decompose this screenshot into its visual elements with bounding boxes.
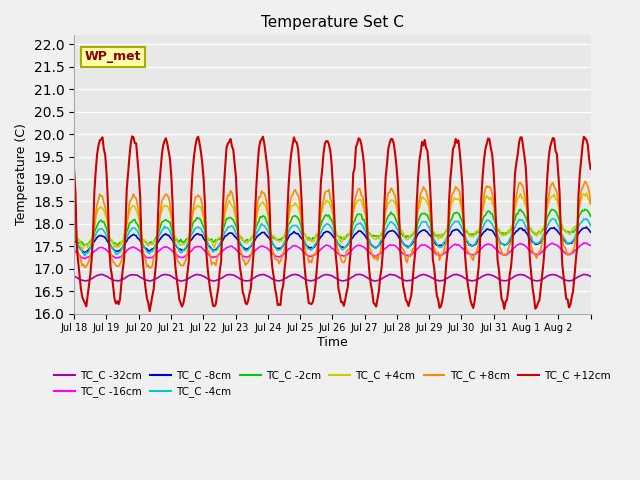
TC_C -8cm: [440, 240, 447, 246]
TC_C +8cm: [516, 180, 524, 185]
TC_C +12cm: [441, 279, 449, 285]
TC_C -4cm: [337, 246, 345, 252]
TC_C -16cm: [587, 243, 595, 249]
Legend: TC_C -32cm, TC_C -16cm, TC_C -8cm, TC_C -4cm, TC_C -2cm, TC_C +4cm, TC_C +8cm, T: TC_C -32cm, TC_C -16cm, TC_C -8cm, TC_C …: [50, 366, 615, 401]
TC_C -32cm: [70, 273, 78, 279]
TC_C -4cm: [89, 238, 97, 243]
TC_C -16cm: [70, 248, 78, 253]
Line: TC_C -2cm: TC_C -2cm: [74, 209, 591, 246]
TC_C -4cm: [516, 217, 524, 223]
TC_C +8cm: [70, 208, 78, 214]
Line: TC_C +8cm: TC_C +8cm: [74, 181, 591, 268]
TC_C -8cm: [106, 241, 113, 247]
TC_C -2cm: [516, 206, 524, 212]
TC_C -2cm: [88, 237, 95, 242]
TC_C -32cm: [177, 278, 184, 284]
TC_C -8cm: [70, 238, 78, 243]
TC_C -2cm: [586, 210, 593, 216]
TC_C -32cm: [440, 277, 447, 283]
TC_C -8cm: [89, 240, 97, 246]
X-axis label: Time: Time: [317, 336, 348, 349]
TC_C +8cm: [88, 250, 95, 255]
TC_C -8cm: [516, 226, 524, 231]
TC_C -2cm: [587, 214, 595, 219]
Line: TC_C -32cm: TC_C -32cm: [74, 274, 591, 281]
TC_C -8cm: [586, 227, 593, 233]
TC_C +8cm: [146, 265, 154, 271]
TC_C +8cm: [586, 189, 593, 194]
TC_C +8cm: [337, 257, 345, 263]
TC_C -16cm: [89, 250, 97, 256]
TC_C +4cm: [516, 191, 524, 197]
TC_C -4cm: [81, 253, 89, 259]
TC_C -32cm: [88, 276, 95, 282]
TC_C -32cm: [453, 271, 461, 277]
TC_C +4cm: [440, 232, 447, 238]
TC_C +12cm: [339, 299, 346, 305]
TC_C -32cm: [104, 274, 112, 280]
Line: TC_C -4cm: TC_C -4cm: [74, 219, 591, 256]
TC_C +8cm: [104, 221, 112, 227]
TC_C -2cm: [337, 234, 345, 240]
TC_C -4cm: [549, 216, 557, 222]
TC_C -2cm: [581, 206, 589, 212]
TC_C -16cm: [440, 251, 447, 257]
TC_C +4cm: [586, 198, 593, 204]
TC_C -16cm: [580, 240, 588, 246]
TC_C -32cm: [337, 278, 345, 284]
TC_C -8cm: [582, 224, 590, 230]
TC_C +12cm: [146, 308, 154, 314]
TC_C -16cm: [106, 250, 113, 255]
TC_C +4cm: [582, 190, 590, 196]
TC_C -16cm: [337, 253, 345, 259]
TC_C +4cm: [337, 240, 345, 246]
TC_C +12cm: [88, 256, 95, 262]
TC_C -4cm: [587, 223, 595, 228]
TC_C +12cm: [128, 133, 136, 139]
TC_C -8cm: [337, 244, 345, 250]
Title: Temperature Set C: Temperature Set C: [261, 15, 404, 30]
TC_C +8cm: [581, 179, 589, 184]
TC_C -8cm: [587, 229, 595, 235]
TC_C +4cm: [89, 229, 97, 235]
Text: WP_met: WP_met: [84, 50, 141, 63]
TC_C +12cm: [586, 157, 593, 163]
Line: TC_C -8cm: TC_C -8cm: [74, 227, 591, 252]
TC_C -4cm: [440, 240, 447, 245]
TC_C -32cm: [587, 273, 595, 279]
TC_C -16cm: [516, 241, 524, 247]
TC_C +8cm: [587, 200, 595, 206]
TC_C +4cm: [587, 202, 595, 207]
TC_C -4cm: [70, 233, 78, 239]
TC_C +4cm: [70, 219, 78, 225]
TC_C +12cm: [587, 166, 595, 172]
TC_C +12cm: [104, 197, 112, 203]
TC_C +12cm: [518, 134, 525, 140]
Y-axis label: Temperature (C): Temperature (C): [15, 123, 28, 226]
TC_C -4cm: [586, 219, 593, 225]
TC_C -32cm: [586, 273, 593, 279]
Line: TC_C -16cm: TC_C -16cm: [74, 243, 591, 259]
TC_C -16cm: [81, 256, 89, 262]
TC_C -2cm: [70, 226, 78, 231]
TC_C +4cm: [79, 246, 86, 252]
TC_C -32cm: [518, 272, 525, 277]
Line: TC_C +12cm: TC_C +12cm: [74, 136, 591, 311]
TC_C +4cm: [106, 233, 113, 239]
TC_C -4cm: [106, 239, 113, 245]
TC_C +8cm: [440, 250, 447, 255]
TC_C -8cm: [80, 250, 88, 255]
TC_C +12cm: [70, 168, 78, 174]
TC_C -2cm: [104, 230, 112, 236]
TC_C -2cm: [440, 232, 447, 238]
Line: TC_C +4cm: TC_C +4cm: [74, 193, 591, 249]
TC_C -2cm: [145, 243, 152, 249]
TC_C -16cm: [586, 242, 593, 248]
